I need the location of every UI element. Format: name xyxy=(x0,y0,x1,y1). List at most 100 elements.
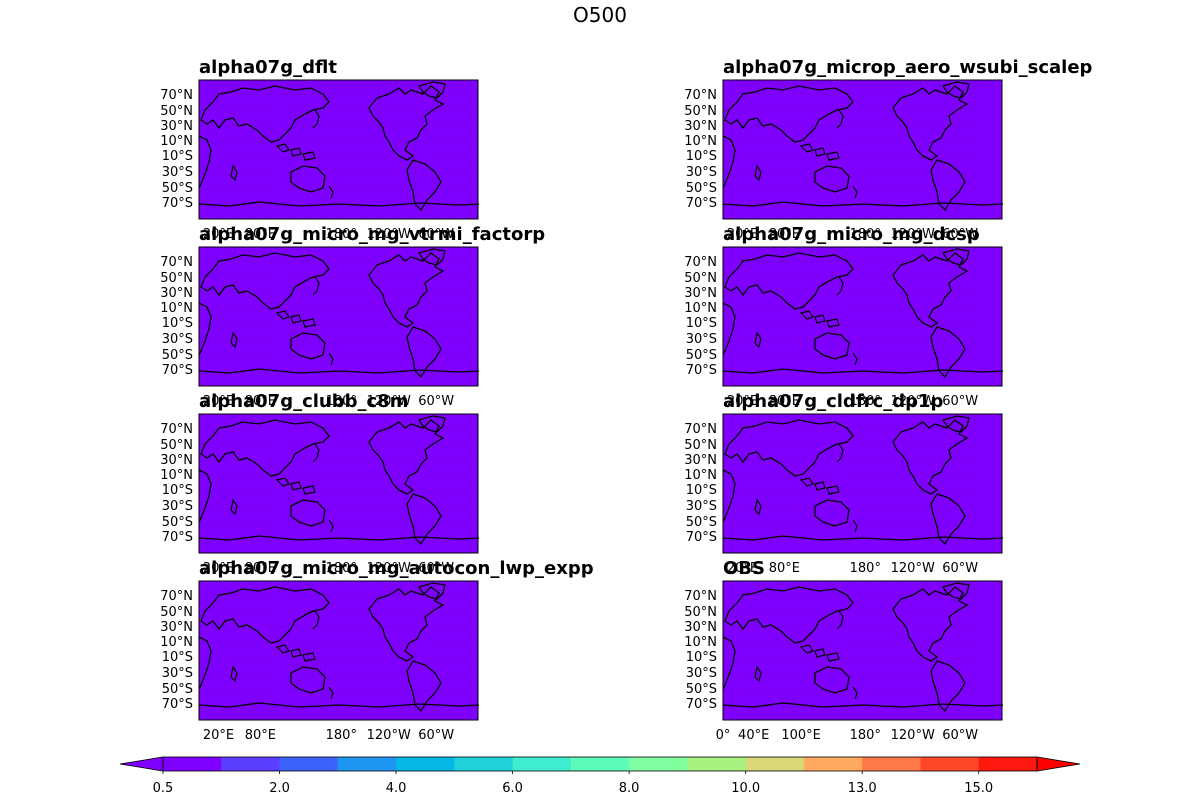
figure-title: O500 xyxy=(573,3,627,27)
y-tick-label: 30°N xyxy=(160,119,193,134)
y-tick-label: 30°N xyxy=(160,286,193,301)
panel-title: alpha07g_micro_mg_autocon_lwp_expp xyxy=(199,558,594,579)
gridlines xyxy=(723,80,1002,219)
map-panel-8: OBS 70°N50°N30°N10°N10°S30°S50°S70°S 0° 40°… xyxy=(684,558,1004,743)
x-tick-label: 180° xyxy=(850,728,881,743)
colorbar-segment xyxy=(978,757,1038,771)
x-tick-label: 20°E xyxy=(727,227,758,242)
y-tick-label: 50°S xyxy=(162,181,193,196)
y-tick-label: 30°N xyxy=(684,453,717,468)
y-tick-label: 50°N xyxy=(684,271,717,286)
colorbar-segment xyxy=(862,757,921,771)
y-tick-label: 30°S xyxy=(686,666,717,681)
x-tick-label: 120°W xyxy=(367,394,411,409)
x-tick-label: 120°W xyxy=(891,561,935,576)
x-tick-label: 60°W xyxy=(942,561,978,576)
y-tick-label: 50°N xyxy=(684,438,717,453)
colorbar: 0.5 2.0 4.0 6.0 8.0 10.0 13.0 15.0 xyxy=(119,756,1081,796)
map-panel-5: alpha07g_clubb_c8m 70°N50°N30°N10°N10°S30… xyxy=(160,391,480,576)
map-panel-1: alpha07g_dflt 70°N50°N30°N10°N10°S30°S50°… xyxy=(160,57,480,242)
colorbar-segment xyxy=(570,757,630,771)
colorbar-segment xyxy=(337,757,397,771)
y-tick-label: 10°N xyxy=(160,301,193,316)
y-tick-label: 30°N xyxy=(684,119,717,134)
colorbar-segment xyxy=(920,757,980,771)
y-tick-label: 30°S xyxy=(686,499,717,514)
x-tick-label: 80°E xyxy=(769,561,800,576)
colorbar-segment xyxy=(279,757,339,771)
y-tick-label: 10°N xyxy=(684,635,717,650)
x-tick-label: 0° xyxy=(716,728,731,743)
colorbar-extend-low xyxy=(119,756,164,772)
panel-frame xyxy=(198,79,479,220)
colorbar-segment xyxy=(396,757,455,771)
panel-frame xyxy=(198,413,479,554)
colorbar-segment xyxy=(163,757,222,771)
y-tick-label: 10°N xyxy=(160,134,193,149)
y-tick-label: 50°N xyxy=(160,605,193,620)
y-tick-label: 30°S xyxy=(162,165,193,180)
y-tick-label: 50°N xyxy=(160,104,193,119)
y-tick-label: 70°N xyxy=(684,589,717,604)
y-tick-label: 10°S xyxy=(162,316,193,331)
y-tick-label: 70°N xyxy=(160,589,193,604)
x-tick-label: 80°E xyxy=(769,227,800,242)
panel-title: alpha07g_clubb_c8m xyxy=(199,391,408,412)
x-tick-label: 20°E xyxy=(203,394,234,409)
x-tick-label: 20°E xyxy=(727,394,758,409)
y-tick-label: 10°S xyxy=(686,483,717,498)
x-tick-label: 120°W xyxy=(367,728,411,743)
x-tick-label: 180° xyxy=(850,394,881,409)
x-tick-label: 180° xyxy=(326,728,357,743)
y-tick-label: 50°S xyxy=(686,515,717,530)
x-tick-label: 180° xyxy=(850,227,881,242)
panel-frame xyxy=(198,580,479,721)
colorbar-segment xyxy=(221,757,281,771)
x-tick-label: 20°E xyxy=(203,728,234,743)
y-tick-label: 70°S xyxy=(686,363,717,378)
y-tick-label: 50°N xyxy=(160,438,193,453)
y-tick-label: 70°S xyxy=(162,363,193,378)
x-tick-label: 60°W xyxy=(418,394,454,409)
y-tick-label: 10°S xyxy=(686,650,717,665)
x-tick-label: 120°W xyxy=(367,227,411,242)
y-tick-label: 30°S xyxy=(162,666,193,681)
y-tick-label: 30°S xyxy=(686,332,717,347)
colorbar-segment xyxy=(803,757,863,771)
y-tick-label: 10°N xyxy=(160,468,193,483)
y-tick-label: 50°N xyxy=(684,104,717,119)
x-tick-label: 80°E xyxy=(245,728,276,743)
gridlines xyxy=(199,414,478,553)
panel-title: alpha07g_micro_mg_vtrmi_factorp xyxy=(199,224,545,245)
y-tick-label: 70°N xyxy=(684,422,717,437)
gridlines xyxy=(723,581,1002,720)
panel-frame xyxy=(722,79,1003,220)
y-tick-label: 50°S xyxy=(162,515,193,530)
colorbar-segment xyxy=(687,757,747,771)
y-tick-label: 10°S xyxy=(686,316,717,331)
y-tick-label: 30°N xyxy=(684,286,717,301)
y-tick-label: 10°N xyxy=(684,301,717,316)
colorbar-tick-label: 4.0 xyxy=(386,781,407,796)
colorbar-segment xyxy=(454,757,514,771)
panel-title: OBS xyxy=(723,558,765,579)
y-tick-label: 50°S xyxy=(686,181,717,196)
colorbar-segment xyxy=(745,757,805,771)
x-tick-label: 60°W xyxy=(418,728,454,743)
y-tick-label: 10°S xyxy=(162,149,193,164)
panel-title: alpha07g_cldfrc_dp1p xyxy=(723,391,943,412)
y-tick-label: 70°S xyxy=(686,697,717,712)
x-tick-label: 20°E xyxy=(203,227,234,242)
map-panel-6: alpha07g_cldfrc_dp1p 70°N50°N30°N10°N10°S… xyxy=(684,391,1004,576)
y-tick-label: 50°S xyxy=(686,348,717,363)
gridlines xyxy=(199,80,478,219)
y-tick-label: 70°S xyxy=(162,530,193,545)
x-tick-label: 60°W xyxy=(942,728,978,743)
colorbar-extend-high xyxy=(1036,756,1081,772)
y-tick-label: 30°N xyxy=(160,620,193,635)
y-tick-label: 50°N xyxy=(684,605,717,620)
x-tick-label: 180° xyxy=(326,394,357,409)
y-tick-label: 10°S xyxy=(162,483,193,498)
y-tick-label: 70°N xyxy=(684,255,717,270)
y-tick-label: 70°N xyxy=(160,88,193,103)
